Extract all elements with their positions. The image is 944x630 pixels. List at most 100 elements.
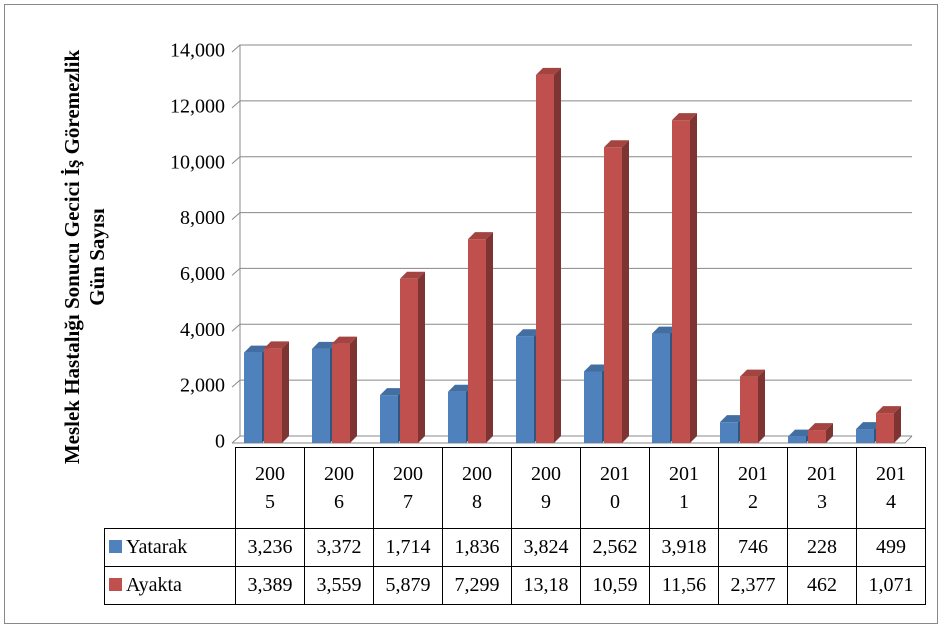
bar <box>264 341 289 443</box>
bar-side <box>690 113 697 443</box>
legend-cell: Ayakta <box>104 566 236 605</box>
bar-side <box>622 140 629 443</box>
value-label: 2,562 <box>580 528 650 567</box>
bar-side <box>282 341 289 443</box>
bar-top <box>380 388 405 396</box>
value-label: 3,559 <box>304 566 374 605</box>
y-tick-label: 12,000 <box>170 95 225 117</box>
value-label: 13,18 <box>511 566 581 605</box>
value-label: 1,836 <box>442 528 512 567</box>
bar-top <box>788 429 813 437</box>
y-tick-label: 8,000 <box>180 207 225 229</box>
bar-front <box>740 376 758 443</box>
legend-cell: Yatarak <box>104 528 236 567</box>
grid-line <box>231 100 912 109</box>
value-label: 746 <box>718 528 788 567</box>
value-label: 3,389 <box>235 566 305 605</box>
grid-line <box>231 267 912 276</box>
bar-top <box>652 326 677 334</box>
bar-front <box>244 352 262 443</box>
grid-line <box>231 44 912 53</box>
legend-swatch <box>109 540 122 553</box>
grid-line <box>231 323 912 332</box>
bar-top <box>264 341 289 349</box>
value-label: 499 <box>856 528 926 567</box>
bar-front <box>448 391 466 443</box>
bar-front <box>264 348 282 443</box>
bar <box>808 423 833 443</box>
legend-label: Yatarak <box>126 536 188 558</box>
bar-side <box>418 271 425 443</box>
bar-top <box>720 415 745 423</box>
bar-front <box>788 436 806 443</box>
bar-front <box>808 430 826 443</box>
x-tick-label: 2007 <box>373 447 443 529</box>
grid-line <box>231 156 912 165</box>
bar-top <box>808 423 833 431</box>
table-header-row: 2005 2006 2007 2008 2009 2010 2011 2012 2013 2014 <box>105 447 926 529</box>
x-tick-label: 2010 <box>580 447 650 529</box>
x-tick-label: 2009 <box>511 447 581 529</box>
bar <box>672 113 697 443</box>
y-tick-label: 0 <box>215 431 225 453</box>
frame <box>4 4 938 624</box>
legend-swatch <box>109 578 122 591</box>
bar-side <box>894 406 901 443</box>
bar-front <box>584 371 602 443</box>
bar <box>468 232 493 443</box>
bar-front <box>856 429 874 443</box>
x-tick-label: 2005 <box>235 447 305 529</box>
y-tick-label: 10,000 <box>170 151 225 173</box>
value-label: 462 <box>787 566 857 605</box>
bar-top <box>332 336 357 344</box>
bar-top <box>516 329 541 337</box>
bar <box>400 271 425 443</box>
value-label: 11,56 <box>649 566 719 605</box>
bar-top <box>400 271 425 279</box>
bar-top <box>876 406 901 414</box>
value-label: 7,299 <box>442 566 512 605</box>
bar-side <box>554 67 561 443</box>
bar <box>332 336 357 443</box>
bar-front <box>720 422 738 443</box>
bar-top <box>244 345 269 353</box>
value-label: 3,372 <box>304 528 374 567</box>
x-tick-label: 2008 <box>442 447 512 529</box>
y-tick-label: 6,000 <box>180 263 225 285</box>
bar-side <box>486 232 493 443</box>
x-tick-label: 2012 <box>718 447 788 529</box>
value-label: 1,714 <box>373 528 443 567</box>
bar-top <box>448 384 473 392</box>
x-tick-label: 2011 <box>649 447 719 529</box>
value-label: 5,879 <box>373 566 443 605</box>
bar <box>536 67 561 443</box>
bar-top <box>672 113 697 121</box>
bar-front <box>604 147 622 443</box>
table-row: Yatarak 3,236 3,372 1,714 1,836 3,824 2,562 3,9… <box>104 528 926 567</box>
value-label: 10,59 <box>580 566 650 605</box>
bar-top <box>584 364 609 372</box>
y-tick-label: 4,000 <box>180 319 225 341</box>
bar-top <box>856 422 881 430</box>
bar-front <box>312 348 330 443</box>
value-label: 3,236 <box>235 528 305 567</box>
table-corner <box>105 448 236 529</box>
bar-side <box>758 369 765 443</box>
bar <box>876 406 901 443</box>
value-label: 228 <box>787 528 857 567</box>
value-label: 3,824 <box>511 528 581 567</box>
bar <box>604 140 629 443</box>
bar-top <box>468 232 493 240</box>
bar-front <box>672 120 690 443</box>
bar-front <box>332 343 350 443</box>
value-label: 2,377 <box>718 566 788 605</box>
value-label: 3,918 <box>649 528 719 567</box>
x-tick-label: 2014 <box>856 447 926 529</box>
value-label: 1,071 <box>856 566 926 605</box>
bar-front <box>536 74 554 443</box>
bar-front <box>400 278 418 443</box>
y-tick-label: 2,000 <box>180 375 225 397</box>
bar-top <box>312 341 337 349</box>
legend-label: Ayakta <box>126 574 182 596</box>
